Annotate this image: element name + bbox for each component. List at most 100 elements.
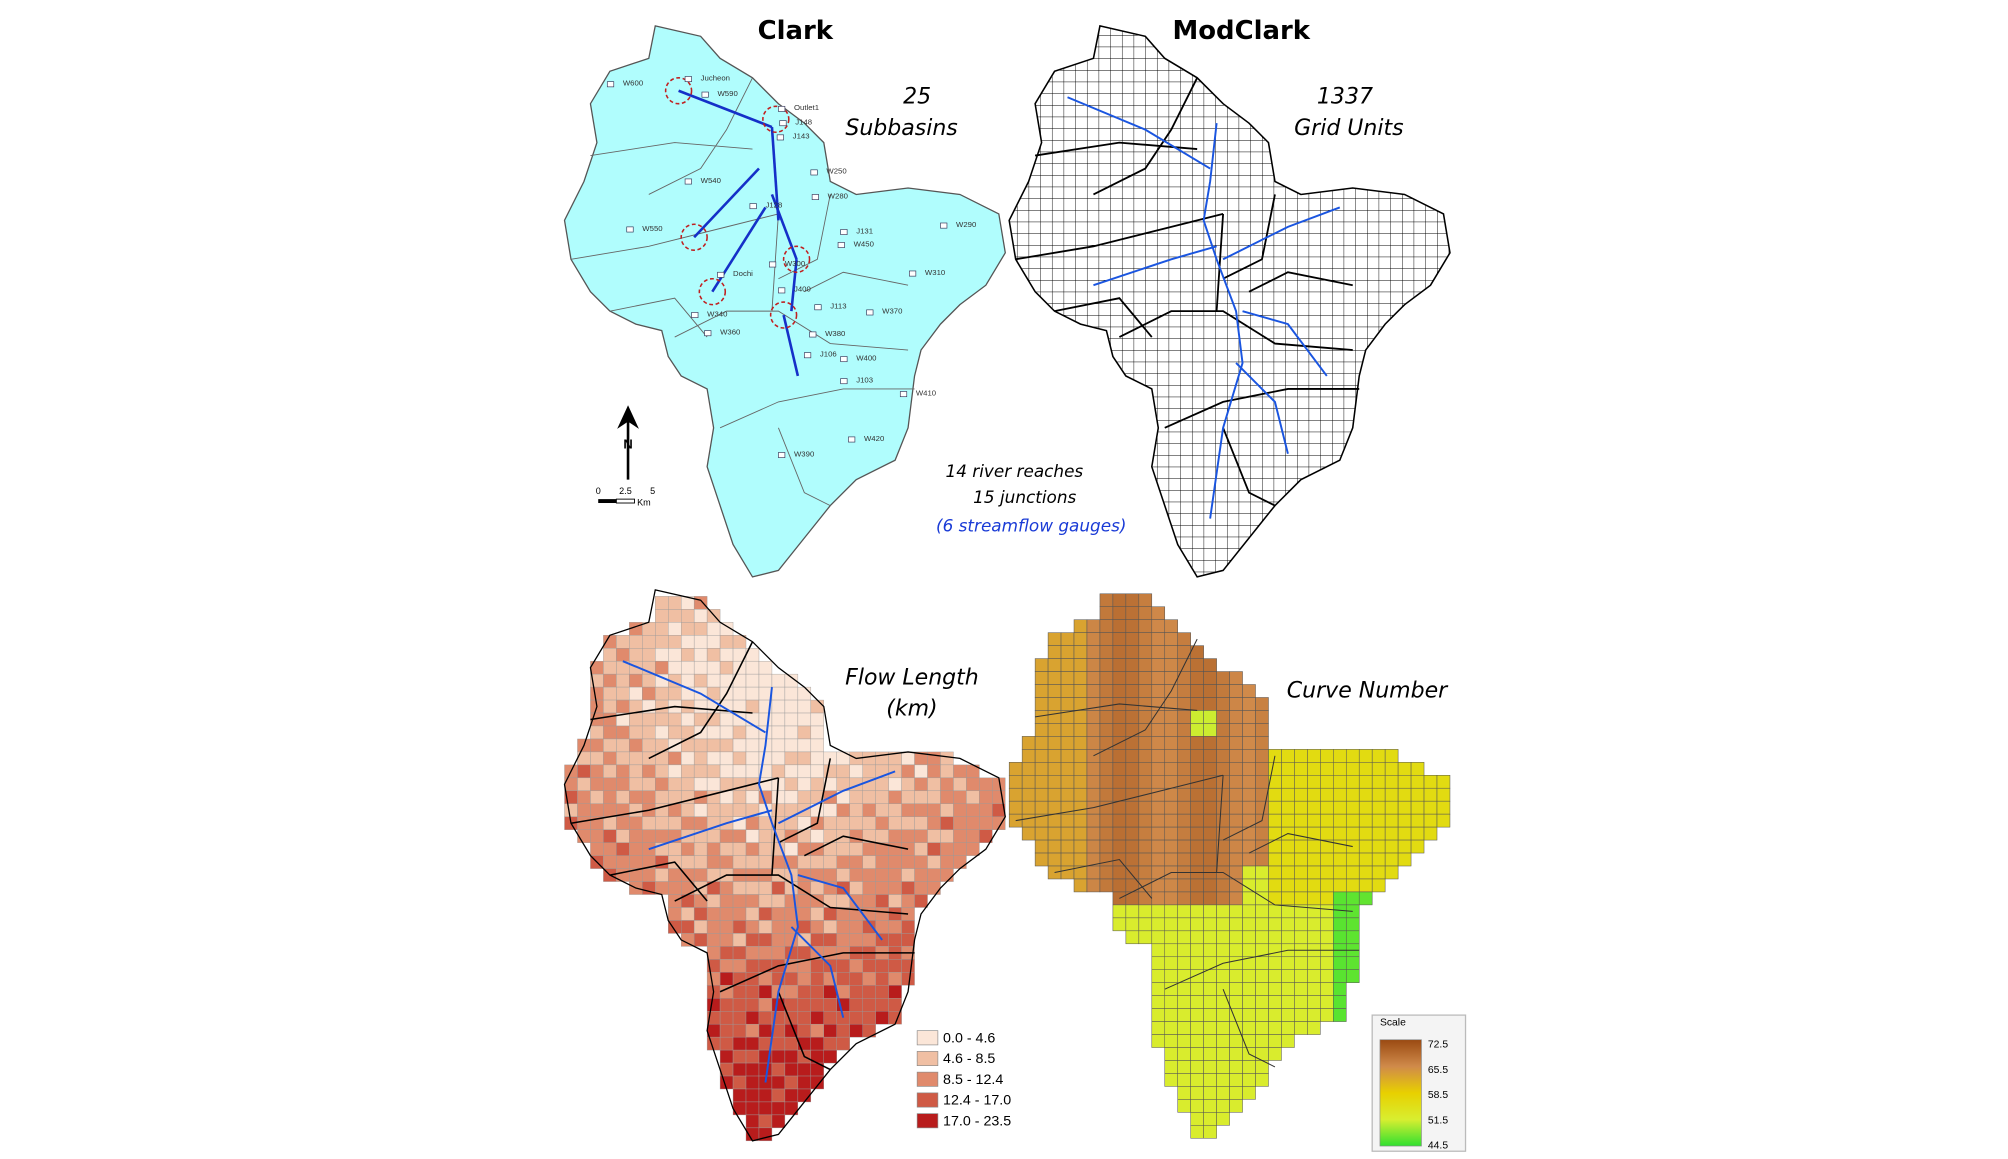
- cell: [745, 855, 760, 869]
- cell: [719, 725, 734, 740]
- reach: [770, 194, 798, 260]
- node-label: J113: [830, 302, 846, 311]
- cell: [1060, 787, 1075, 802]
- cell: [1242, 969, 1256, 983]
- cell: [1216, 943, 1230, 958]
- cell: [1086, 684, 1101, 698]
- cell: [1294, 826, 1308, 841]
- cell: [810, 907, 824, 921]
- node-label: W600: [623, 79, 644, 88]
- cell: [1242, 852, 1256, 867]
- cell: [1294, 839, 1308, 854]
- cell: [745, 1101, 760, 1116]
- cell: [1021, 775, 1036, 789]
- cell: [1268, 813, 1282, 828]
- cell: [1125, 684, 1140, 698]
- cell: [771, 894, 786, 908]
- node-label: J143: [793, 132, 810, 141]
- node-icon: [811, 194, 819, 200]
- cell: [1151, 723, 1166, 737]
- cell: [1112, 787, 1127, 802]
- cell: [1151, 930, 1166, 945]
- cell: [616, 855, 630, 869]
- cell: [745, 1062, 760, 1077]
- cell: [1242, 904, 1256, 919]
- cell: [1216, 800, 1230, 815]
- cell: [706, 751, 721, 766]
- cell: [875, 751, 889, 766]
- cell: [1281, 878, 1295, 893]
- cell: [1190, 943, 1204, 958]
- cell: [1047, 658, 1062, 672]
- cell: [655, 699, 669, 714]
- cell: [745, 751, 760, 766]
- cell: [1371, 826, 1386, 841]
- cell: [1281, 1008, 1295, 1022]
- cell: [1151, 606, 1166, 620]
- cell: [927, 803, 941, 817]
- cell: [1229, 697, 1243, 711]
- cell: [1138, 632, 1153, 646]
- cell: [655, 686, 669, 701]
- cell: [797, 764, 812, 779]
- cell: [668, 751, 682, 766]
- cell: [1307, 787, 1321, 802]
- node-icon: [778, 287, 786, 294]
- modclark-panel: [1008, 24, 1451, 578]
- cell: [668, 660, 682, 675]
- cell: [1320, 969, 1334, 983]
- cell: [1358, 813, 1373, 828]
- cell: [1203, 826, 1217, 841]
- node-label: W250: [826, 167, 847, 176]
- cell: [1229, 1099, 1243, 1113]
- cell: [1255, 800, 1269, 815]
- cell: [875, 894, 889, 908]
- cell: [1125, 749, 1140, 763]
- cell: [642, 725, 656, 740]
- cell: [1047, 852, 1062, 867]
- cell: [1151, 839, 1166, 854]
- cell: [1060, 813, 1075, 828]
- cell: [1112, 762, 1127, 776]
- cell: [771, 686, 786, 701]
- cell: [1138, 658, 1153, 672]
- cell: [616, 842, 630, 856]
- node-label: J400: [794, 285, 812, 294]
- subbasin-boundary: [778, 194, 831, 280]
- cell: [1086, 839, 1101, 854]
- cell: [1229, 982, 1243, 996]
- subbasin-boundary: [1015, 774, 1224, 822]
- cell: [1307, 865, 1321, 880]
- cell: [629, 829, 643, 843]
- cell: [901, 803, 915, 817]
- cell: [1086, 619, 1101, 633]
- cell: [1203, 956, 1217, 970]
- cell: [1268, 995, 1282, 1009]
- cell: [888, 972, 902, 986]
- cell: [1138, 671, 1153, 685]
- cell: [1073, 619, 1088, 633]
- cell: [1345, 800, 1360, 815]
- cell: [1203, 736, 1217, 750]
- subbasin-boundary: [1118, 310, 1353, 351]
- cell: [1242, 1060, 1256, 1074]
- cell: [719, 738, 734, 753]
- node-icon: [684, 76, 692, 82]
- cell: [810, 855, 824, 869]
- legend-label: 8.5 - 12.4: [943, 1072, 1003, 1088]
- node-icon: [940, 222, 948, 229]
- cell: [732, 803, 747, 817]
- cell: [732, 829, 747, 843]
- cell: [914, 777, 928, 792]
- cell: [719, 1011, 734, 1025]
- cell: [1203, 787, 1217, 802]
- cell: [1333, 904, 1347, 919]
- cell: [1203, 800, 1217, 815]
- cell: [1112, 632, 1127, 646]
- cell: [1216, 1008, 1230, 1022]
- cell: [1177, 839, 1191, 854]
- cell: [629, 673, 643, 688]
- cell: [1203, 878, 1217, 893]
- cell: [849, 1023, 863, 1038]
- cell: [1047, 697, 1062, 711]
